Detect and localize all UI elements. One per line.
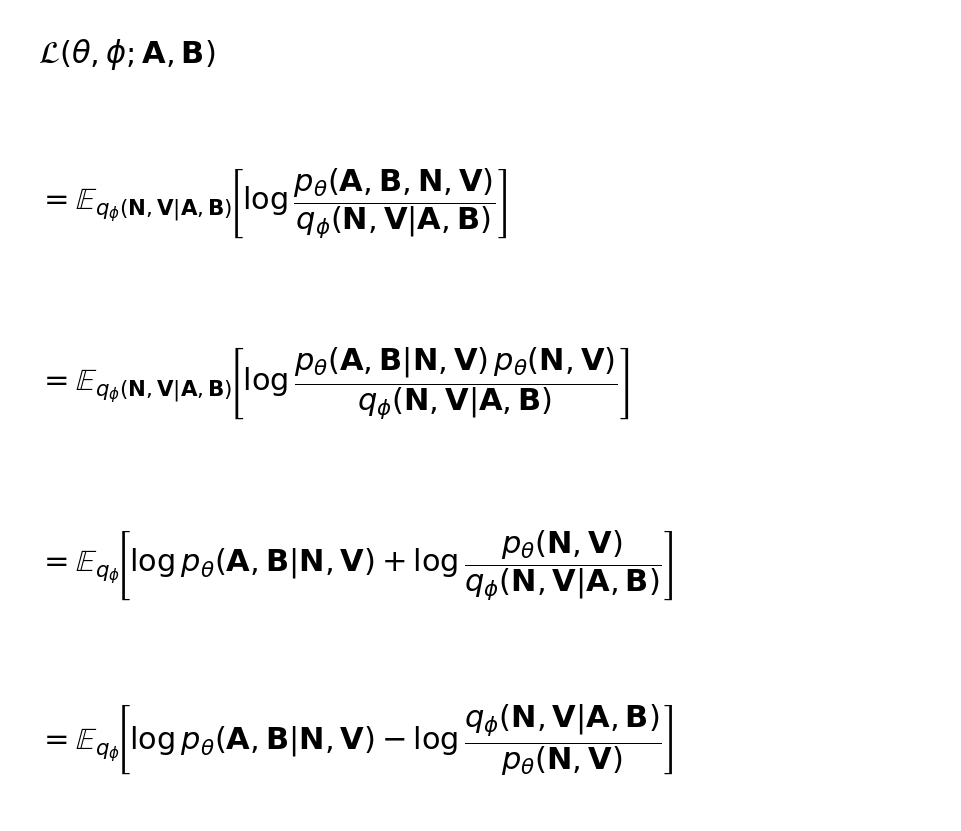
Text: $\mathcal{L}(\theta, \phi; \mathbf{A}, \mathbf{B})$: $\mathcal{L}(\theta, \phi; \mathbf{A}, \… [38,37,215,72]
Text: $= \mathbb{E}_{q_{\phi}(\mathbf{N},\mathbf{V}|\mathbf{A},\mathbf{B})} \!\left[ \: $= \mathbb{E}_{q_{\phi}(\mathbf{N},\math… [38,345,629,420]
Text: $= \mathbb{E}_{q_{\phi}} \!\left[ \log p_{\theta}(\mathbf{A}, \mathbf{B}|\mathbf: $= \mathbb{E}_{q_{\phi}} \!\left[ \log p… [38,528,674,602]
Text: $= \mathbb{E}_{q_{\phi}(\mathbf{N},\mathbf{V}|\mathbf{A},\mathbf{B})} \!\left[ \: $= \mathbb{E}_{q_{\phi}(\mathbf{N},\math… [38,166,507,240]
Text: $= \mathbb{E}_{q_{\phi}} \!\left[ \log p_{\theta}(\mathbf{A}, \mathbf{B}|\mathbf: $= \mathbb{E}_{q_{\phi}} \!\left[ \log p… [38,702,674,778]
